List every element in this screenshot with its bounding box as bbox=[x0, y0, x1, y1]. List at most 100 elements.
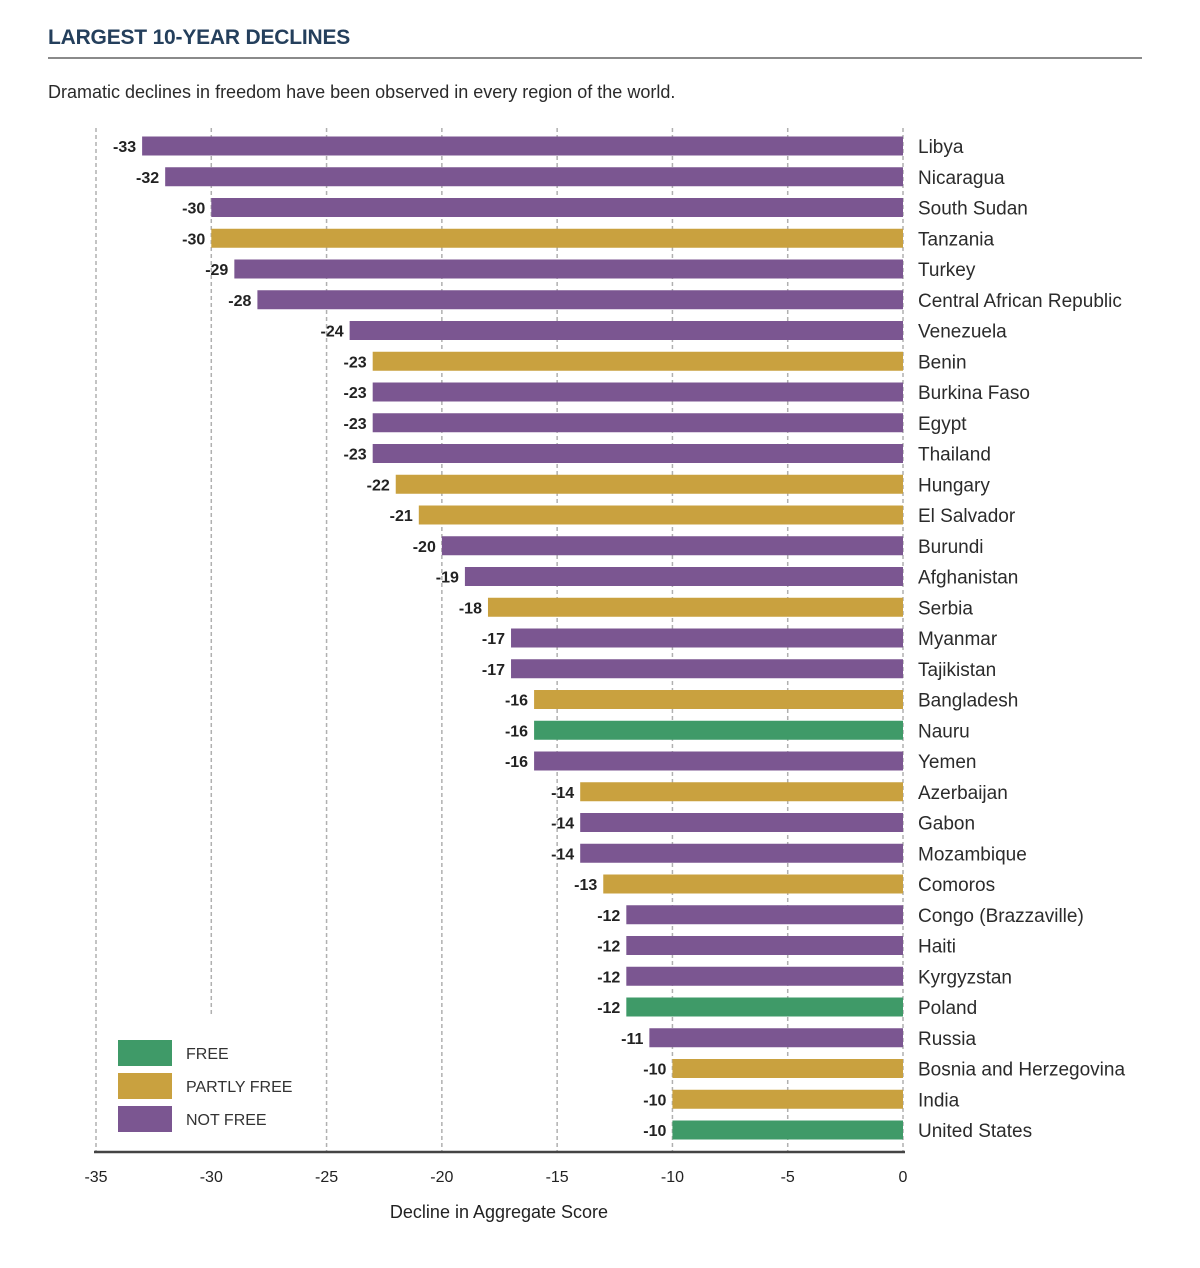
value-label: -23 bbox=[344, 416, 367, 433]
bar bbox=[626, 966, 903, 986]
value-label: -14 bbox=[551, 816, 574, 833]
bar bbox=[580, 782, 903, 802]
country-label: Benin bbox=[918, 352, 967, 373]
bar bbox=[487, 597, 903, 617]
bar bbox=[534, 720, 903, 740]
bar bbox=[372, 444, 904, 463]
value-label: -23 bbox=[344, 354, 367, 371]
value-label: -11 bbox=[621, 1031, 643, 1048]
bar bbox=[464, 567, 903, 586]
value-label: -10 bbox=[643, 1123, 666, 1140]
title-divider bbox=[48, 57, 1142, 59]
bar bbox=[626, 905, 903, 925]
chart-title: LARGEST 10-YEAR DECLINES bbox=[48, 26, 351, 49]
bar bbox=[372, 413, 904, 433]
country-label: Thailand bbox=[918, 445, 991, 466]
bar bbox=[672, 1059, 903, 1078]
bar bbox=[580, 843, 903, 863]
country-label: Hungary bbox=[918, 475, 990, 496]
country-label: Turkey bbox=[918, 260, 976, 281]
country-label: Burkina Faso bbox=[918, 383, 1030, 404]
chart-subtitle: Dramatic declines in freedom have been o… bbox=[48, 82, 676, 102]
value-label: -24 bbox=[321, 324, 344, 341]
x-tick-label: -30 bbox=[200, 1169, 223, 1186]
country-label: Nicaragua bbox=[918, 168, 1005, 189]
bar bbox=[165, 167, 903, 187]
legend: FREE PARTLY FREE NOT FREE bbox=[118, 1040, 292, 1132]
country-label: United States bbox=[918, 1121, 1032, 1142]
value-label: -12 bbox=[597, 969, 620, 986]
value-label: -12 bbox=[597, 1000, 620, 1017]
country-label: Gabon bbox=[918, 814, 975, 835]
value-label: -19 bbox=[436, 570, 459, 587]
country-label: El Salvador bbox=[918, 506, 1016, 527]
country-label: Central African Republic bbox=[918, 291, 1122, 312]
x-axis-title: Decline in Aggregate Score bbox=[390, 1202, 608, 1222]
value-label: -13 bbox=[574, 877, 597, 894]
bar bbox=[142, 136, 904, 156]
country-label: Libya bbox=[918, 137, 964, 158]
country-label: Comoros bbox=[918, 875, 995, 896]
country-label: Poland bbox=[918, 998, 977, 1019]
country-label: Haiti bbox=[918, 937, 956, 958]
value-label: -33 bbox=[113, 139, 136, 156]
bar bbox=[511, 659, 903, 679]
value-label: -16 bbox=[505, 723, 528, 740]
value-label: -20 bbox=[413, 539, 436, 556]
country-label: Congo (Brazzaville) bbox=[918, 906, 1084, 927]
x-tick-label: -35 bbox=[84, 1169, 107, 1186]
value-label: -21 bbox=[390, 508, 413, 525]
country-label: Bosnia and Herzegovina bbox=[918, 1060, 1125, 1081]
legend-label-not: NOT FREE bbox=[186, 1112, 267, 1129]
bar bbox=[534, 690, 903, 709]
value-label: -23 bbox=[344, 447, 367, 464]
country-label: Azerbaijan bbox=[918, 783, 1008, 804]
country-label: Bangladesh bbox=[918, 691, 1018, 712]
bar bbox=[395, 474, 903, 494]
bar bbox=[626, 936, 903, 955]
value-label: -16 bbox=[505, 693, 528, 710]
country-label: Yemen bbox=[918, 752, 976, 773]
country-label: India bbox=[918, 1090, 960, 1111]
value-label: -22 bbox=[367, 477, 390, 494]
bar bbox=[441, 536, 903, 556]
country-label: Nauru bbox=[918, 721, 970, 742]
bar bbox=[234, 259, 904, 279]
legend-label-partly: PARTLY FREE bbox=[186, 1079, 292, 1096]
x-tick-label: -15 bbox=[546, 1169, 569, 1186]
bar bbox=[626, 997, 903, 1017]
bar bbox=[211, 228, 904, 248]
x-tick-label: 0 bbox=[899, 1169, 908, 1186]
x-axis: -35 -30 -25 -20 -15 -10 -5 0 Decline in Aggregat… bbox=[84, 1150, 908, 1222]
value-label: -18 bbox=[459, 600, 482, 617]
value-label: -12 bbox=[597, 908, 620, 925]
value-label: -30 bbox=[182, 201, 205, 218]
bar bbox=[349, 321, 904, 340]
bar bbox=[372, 351, 904, 371]
country-label: Tajikistan bbox=[918, 660, 996, 681]
country-label: South Sudan bbox=[918, 199, 1028, 220]
bar bbox=[511, 628, 903, 648]
value-label: -32 bbox=[136, 170, 159, 187]
legend-label-free: FREE bbox=[186, 1046, 229, 1063]
value-labels: -33-32-30-30-29-28-24-23-23-23-23-22-21-… bbox=[113, 139, 667, 1140]
country-label: Tanzania bbox=[918, 229, 994, 250]
value-label: -16 bbox=[505, 754, 528, 771]
x-tick-label: -5 bbox=[781, 1169, 795, 1186]
bar bbox=[418, 505, 903, 525]
value-label: -29 bbox=[205, 262, 228, 279]
x-tick-label: -25 bbox=[315, 1169, 338, 1186]
country-label: Afghanistan bbox=[918, 568, 1018, 589]
bar bbox=[672, 1120, 903, 1140]
value-label: -10 bbox=[643, 1092, 666, 1109]
value-label: -30 bbox=[182, 231, 205, 248]
value-label: -17 bbox=[482, 631, 505, 648]
value-label: -14 bbox=[551, 785, 574, 802]
bar bbox=[211, 198, 904, 217]
x-tick-label: -10 bbox=[661, 1169, 684, 1186]
country-label: Venezuela bbox=[918, 322, 1007, 343]
bar bbox=[372, 382, 904, 402]
country-label: Kyrgyzstan bbox=[918, 967, 1012, 988]
country-label: Myanmar bbox=[918, 629, 998, 650]
